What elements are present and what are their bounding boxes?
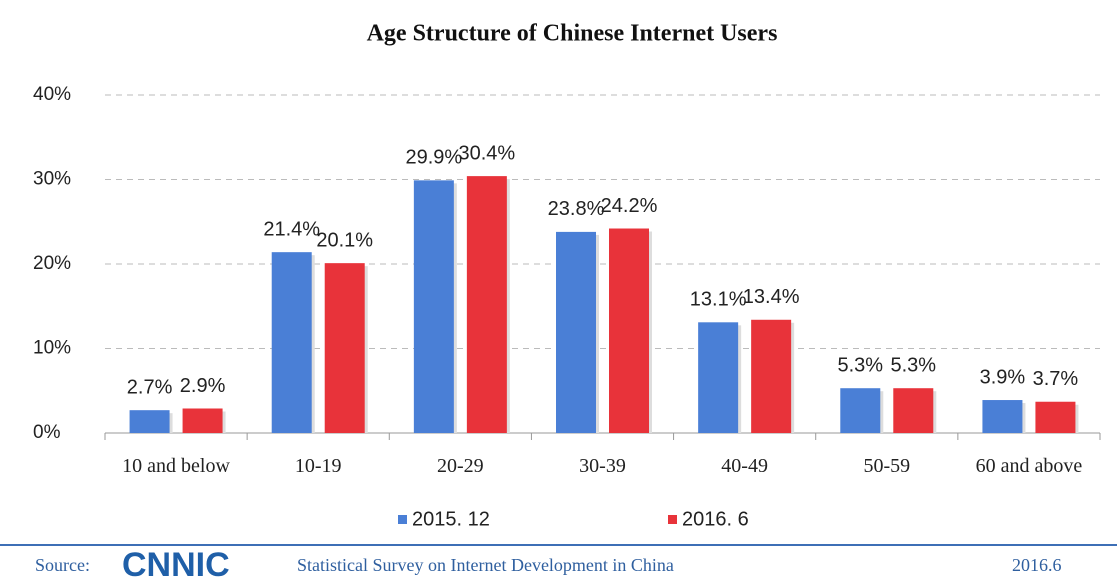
value-label: 2.7% bbox=[127, 376, 173, 398]
bar bbox=[893, 388, 934, 433]
value-label: 21.4% bbox=[263, 218, 320, 240]
legend-swatch bbox=[668, 515, 677, 524]
bar bbox=[271, 252, 312, 433]
y-tick-label: 0% bbox=[33, 422, 61, 443]
bar bbox=[840, 388, 881, 433]
y-tick-label: 30% bbox=[33, 169, 71, 190]
value-label: 29.9% bbox=[405, 147, 462, 169]
bar bbox=[609, 228, 649, 433]
bar bbox=[182, 408, 223, 433]
bar bbox=[413, 180, 454, 433]
bar bbox=[982, 400, 1023, 433]
x-tick-label: 60 and above bbox=[975, 455, 1083, 477]
y-tick-label: 40% bbox=[33, 84, 71, 105]
footer-source: Source: bbox=[35, 555, 90, 575]
x-tick-label: 40-49 bbox=[721, 455, 768, 477]
value-label: 13.4% bbox=[743, 286, 800, 308]
value-label: 5.3% bbox=[890, 354, 936, 376]
bar bbox=[324, 263, 365, 433]
x-tick-label: 50-59 bbox=[863, 455, 911, 477]
legend-label: 2016. 6 bbox=[682, 508, 749, 530]
value-label: 24.2% bbox=[601, 195, 658, 217]
value-label: 3.9% bbox=[980, 366, 1026, 388]
x-tick-label: 20-29 bbox=[437, 455, 484, 477]
y-tick-label: 10% bbox=[33, 338, 71, 359]
value-label: 20.1% bbox=[316, 229, 373, 251]
bar bbox=[698, 322, 739, 433]
value-label: 23.8% bbox=[548, 198, 605, 220]
bar bbox=[556, 231, 596, 433]
value-label: 3.7% bbox=[1033, 368, 1079, 390]
x-tick-label: 10 and below bbox=[122, 455, 230, 477]
bar bbox=[466, 176, 507, 433]
value-label: 5.3% bbox=[837, 354, 883, 376]
footer-text: Statistical Survey on Internet Developme… bbox=[297, 555, 674, 575]
value-label: 2.9% bbox=[180, 375, 226, 397]
value-label: 30.4% bbox=[458, 142, 515, 164]
y-tick-label: 20% bbox=[33, 253, 71, 274]
bar bbox=[751, 319, 792, 433]
bar bbox=[1035, 401, 1076, 433]
footer-date: 2016.6 bbox=[1012, 555, 1062, 575]
legend-swatch bbox=[398, 515, 407, 524]
bar bbox=[129, 410, 170, 433]
x-tick-label: 10-19 bbox=[294, 455, 342, 477]
legend-label: 2015. 12 bbox=[412, 508, 490, 530]
value-label: 13.1% bbox=[690, 289, 747, 311]
footer-logo: CNNIC bbox=[122, 546, 230, 581]
chart-title: Age Structure of Chinese Internet Users bbox=[367, 21, 778, 47]
x-tick-label: 30-39 bbox=[579, 455, 626, 477]
